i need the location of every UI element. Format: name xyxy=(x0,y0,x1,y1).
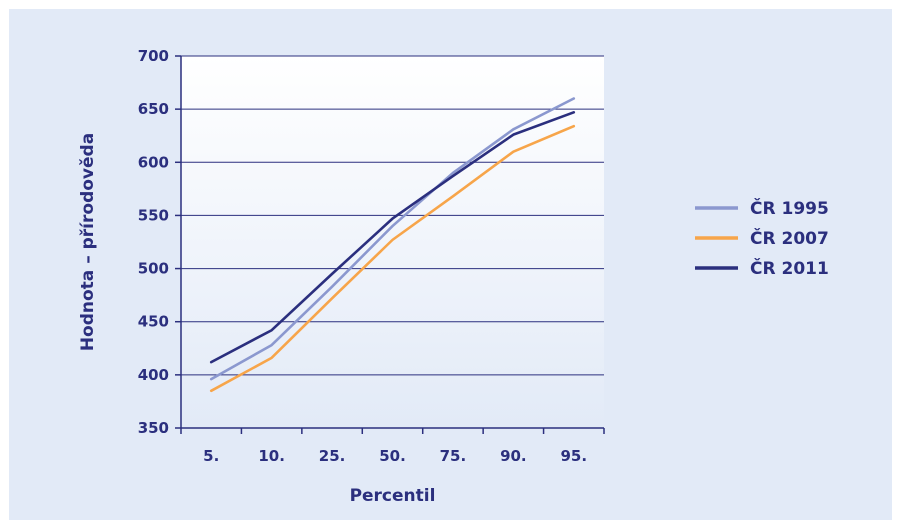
y-tick-label: 450 xyxy=(138,313,169,331)
legend: ČR 1995 ČR 2007 ČR 2011 xyxy=(695,197,829,279)
chart-svg: 350 400 450 500 550 600 650 700 5. 10. 25. 50. 75. 9… xyxy=(78,47,829,506)
legend-label: ČR 2007 xyxy=(750,227,829,249)
y-tick-label: 600 xyxy=(138,153,169,171)
y-tick-label: 550 xyxy=(138,206,169,224)
x-tick-label: 10. xyxy=(258,447,285,465)
y-tick-label: 700 xyxy=(138,47,169,65)
y-tick-label: 350 xyxy=(138,419,169,437)
series-line-r-2011 xyxy=(209,111,576,364)
x-tick-label: 25. xyxy=(319,447,346,465)
x-tick-label: 95. xyxy=(560,447,587,465)
x-tick-label: 75. xyxy=(440,447,467,465)
x-tick-label: 5. xyxy=(203,447,219,465)
x-tick-label: 90. xyxy=(500,447,527,465)
y-tick-label: 500 xyxy=(138,260,169,278)
series-line-r-1995 xyxy=(209,97,576,381)
x-tick-label: 50. xyxy=(379,447,406,465)
y-tick-label: 400 xyxy=(138,366,169,384)
series-line-r-2007 xyxy=(209,124,576,393)
x-axis-title: Percentil xyxy=(350,486,436,506)
legend-label: ČR 1995 xyxy=(750,197,829,219)
y-axis-title: Hodnota – přírodověda xyxy=(78,133,98,351)
chart-frame: 350 400 450 500 550 600 650 700 5. 10. 25. 50. 75. 9… xyxy=(9,9,892,520)
y-tick-label: 650 xyxy=(138,100,169,118)
legend-label: ČR 2011 xyxy=(750,257,829,279)
